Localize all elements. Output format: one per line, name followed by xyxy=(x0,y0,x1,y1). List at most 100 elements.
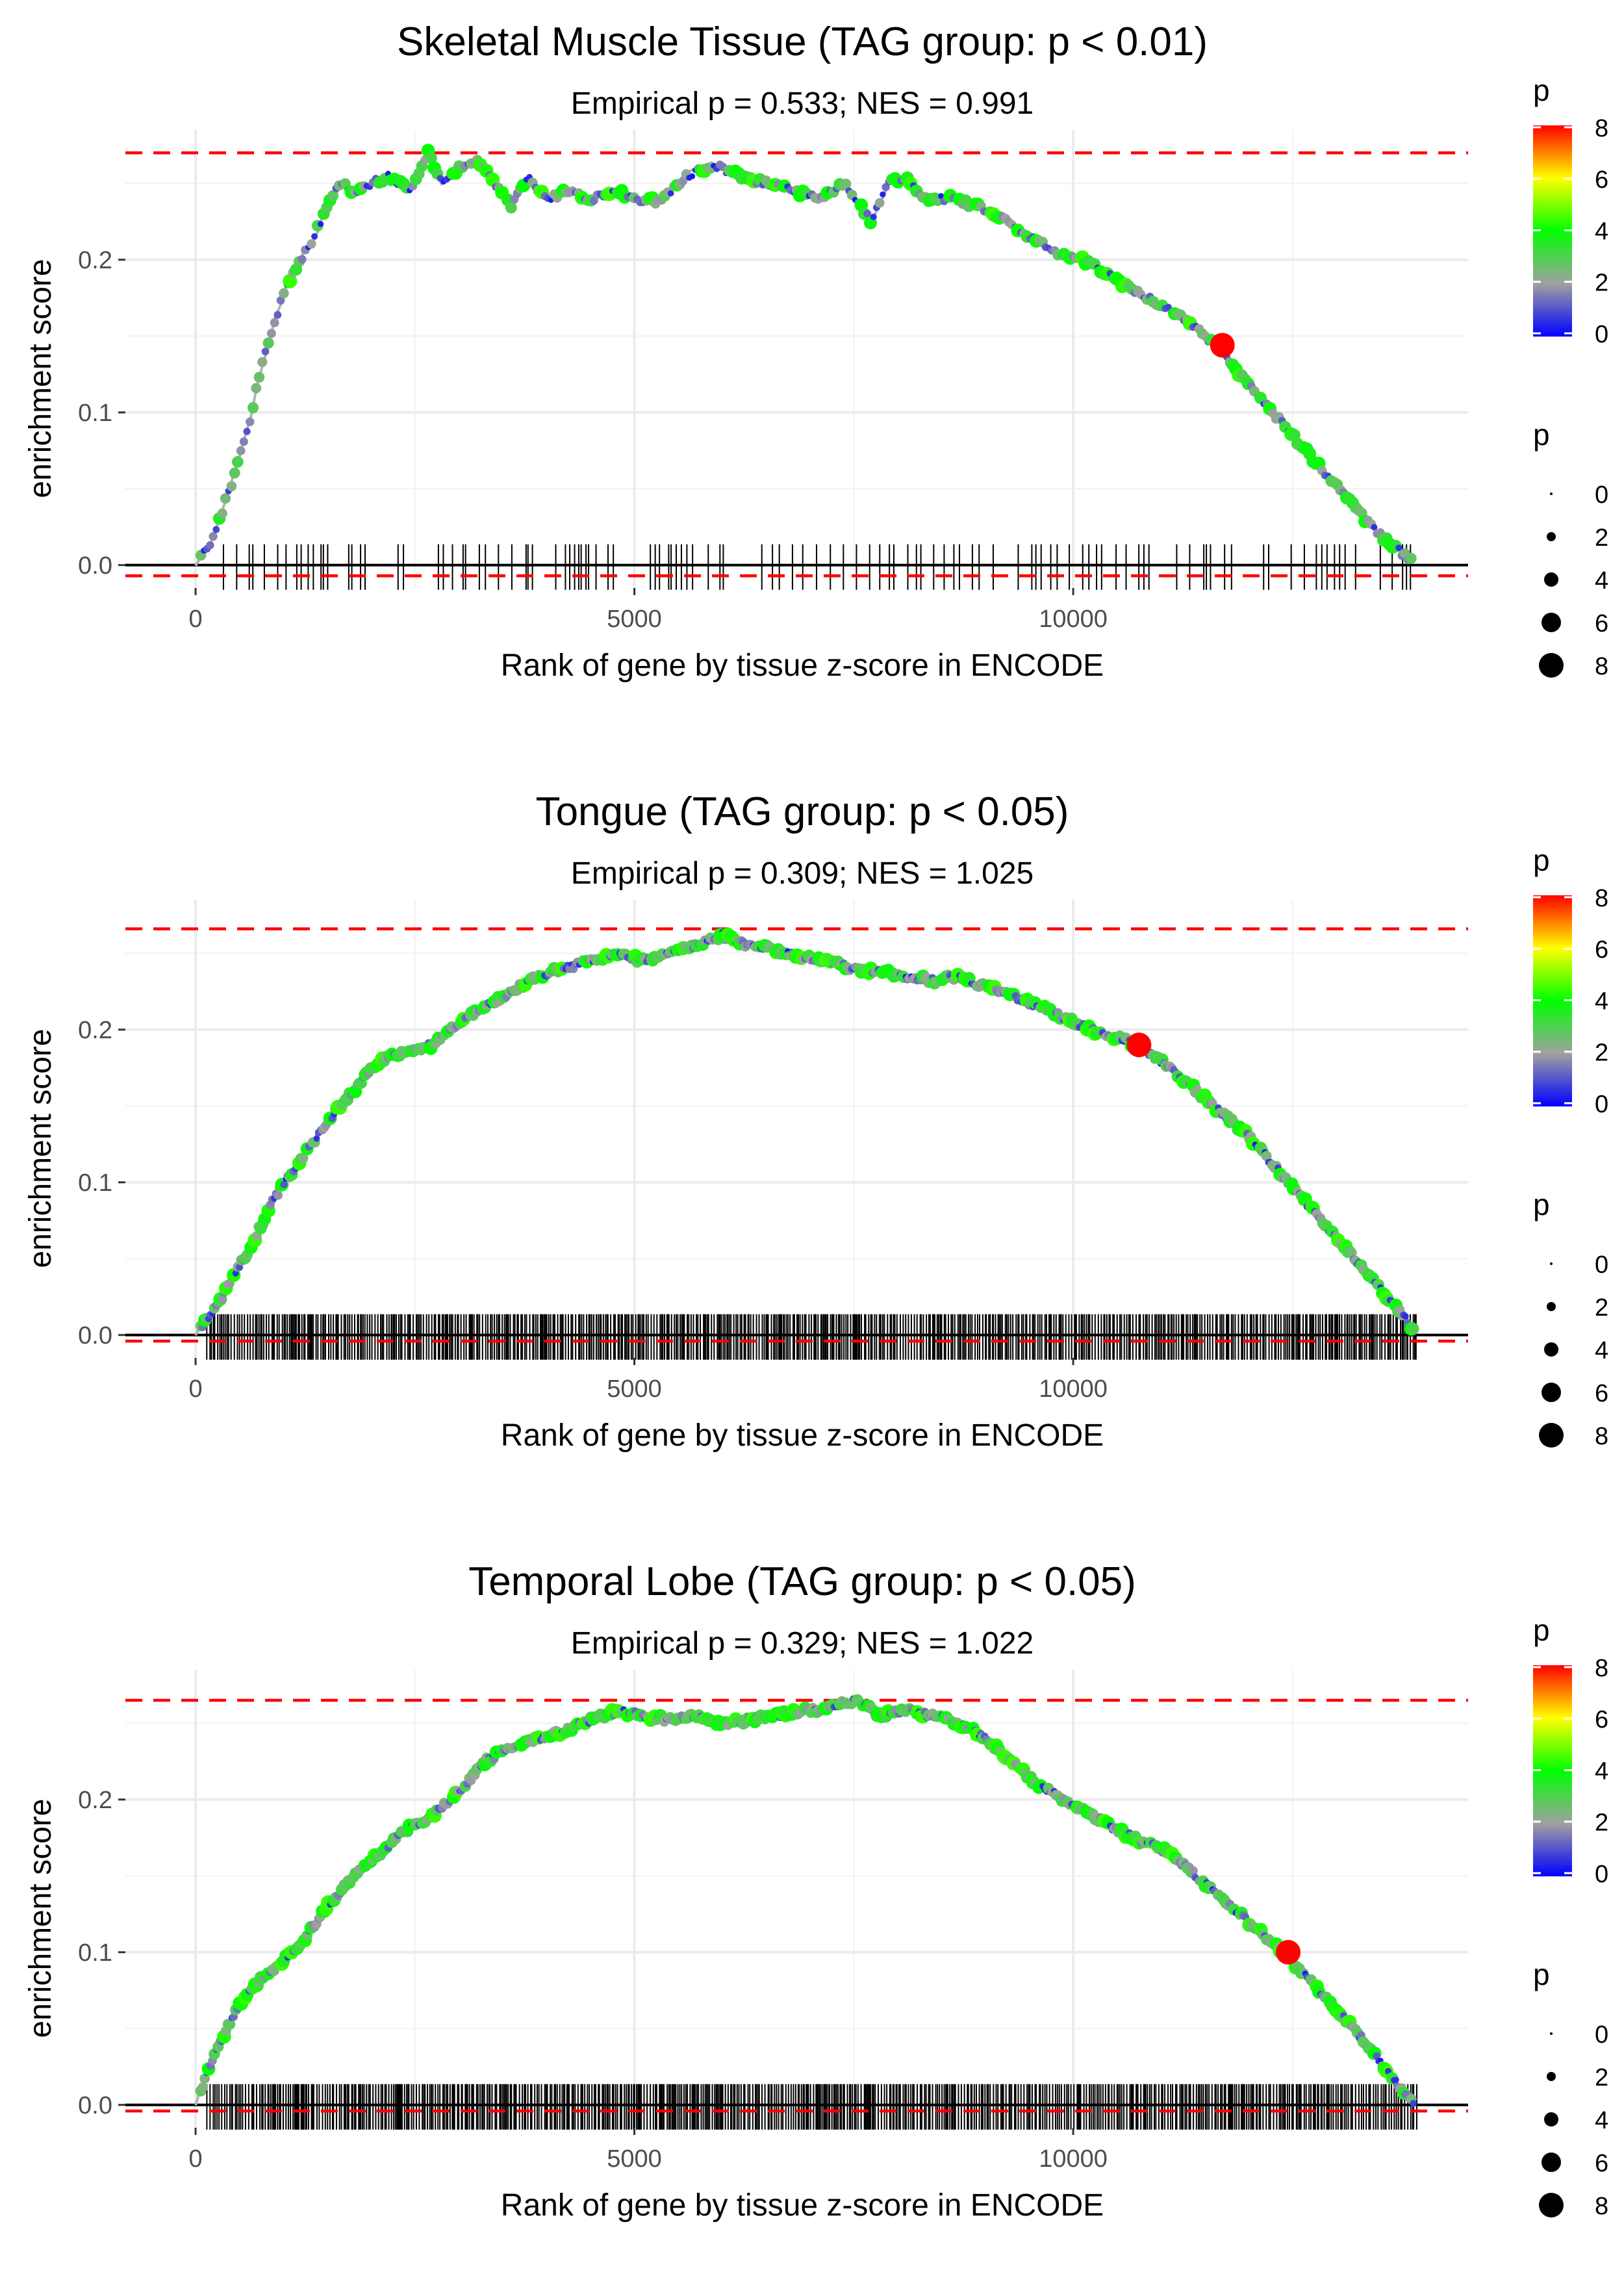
color-bar-label: 4 xyxy=(1595,218,1608,245)
curve-point xyxy=(239,437,248,446)
size-legend-title: p xyxy=(1533,1958,1550,1991)
curve-points xyxy=(195,927,1419,1336)
highlight-point xyxy=(1126,1032,1152,1058)
enrichment-curve xyxy=(194,932,1415,1336)
curve-point xyxy=(1407,1323,1419,1335)
curve-point xyxy=(1261,1151,1272,1162)
x-tick-label: 0 xyxy=(189,1375,203,1403)
highlight-point xyxy=(1210,333,1235,358)
curve-point xyxy=(1188,1866,1198,1876)
y-tick-label: 0.1 xyxy=(78,1939,112,1967)
curve-point xyxy=(273,311,282,319)
curve-point xyxy=(251,383,262,394)
x-axis-label: Rank of gene by tissue z-score in ENCODE xyxy=(501,2188,1104,2223)
size-legend-dot xyxy=(1547,532,1556,541)
size-legend-label: 6 xyxy=(1595,2150,1608,2177)
size-legend-dot xyxy=(1542,1383,1561,1402)
y-tick-label: 0.0 xyxy=(78,2092,112,2119)
size-legend-label: 8 xyxy=(1595,653,1608,680)
size-legend-label: 2 xyxy=(1595,2064,1608,2091)
size-legend-label: 8 xyxy=(1595,2193,1608,2220)
size-legend-dot xyxy=(1550,1262,1553,1265)
x-tick-label: 0 xyxy=(189,2145,203,2173)
curve-point xyxy=(1371,524,1378,531)
size-legend-label: 2 xyxy=(1595,1294,1608,1322)
y-axis-label: enrichment score xyxy=(23,1798,58,2038)
curve-point xyxy=(209,531,218,541)
curve-point xyxy=(1395,544,1402,552)
curve-point xyxy=(276,296,285,305)
curve-point xyxy=(273,1190,283,1200)
y-axis-label: enrichment score xyxy=(23,259,58,498)
curve-point xyxy=(262,337,274,349)
curve-point xyxy=(232,1270,239,1277)
curve-point xyxy=(280,1181,288,1188)
size-legend-label: 6 xyxy=(1595,1380,1608,1407)
size-legend-label: 0 xyxy=(1595,1251,1608,1279)
chart-panel-3: Temporal Lobe (TAG group: p < 0.05) Empir… xyxy=(23,1559,1608,2223)
curve-point xyxy=(236,446,246,455)
color-bar-label: 0 xyxy=(1595,321,1608,348)
curve-point xyxy=(298,255,307,264)
size-legend-dot xyxy=(1539,1423,1564,1448)
size-legend-dot xyxy=(1539,2193,1564,2217)
curve-point xyxy=(1410,2100,1417,2107)
chart-subtitle: Empirical p = 0.309; NES = 1.025 xyxy=(571,856,1034,891)
curve-point xyxy=(1405,552,1417,564)
color-bar-label: 6 xyxy=(1595,166,1608,194)
color-bar-label: 6 xyxy=(1595,936,1608,964)
chart-panel-2: Tongue (TAG group: p < 0.05) Empirical p … xyxy=(23,789,1608,1453)
curve-point xyxy=(318,221,324,227)
curve-point xyxy=(224,2019,236,2030)
chart-title: Skeletal Muscle Tissue (TAG group: p < 0… xyxy=(397,19,1208,64)
curve-point xyxy=(236,1264,244,1271)
size-legend-label: 4 xyxy=(1595,567,1608,594)
x-tick-label: 0 xyxy=(189,606,203,633)
curve-point xyxy=(938,193,945,199)
curve-point xyxy=(1392,2076,1399,2084)
x-axis-label: Rank of gene by tissue z-score in ENCODE xyxy=(501,648,1104,683)
curve-point xyxy=(212,526,220,533)
size-legend-title: p xyxy=(1533,418,1550,452)
curve-point xyxy=(327,190,339,201)
chart-subtitle: Empirical p = 0.329; NES = 1.022 xyxy=(571,1626,1034,1661)
curve-point xyxy=(425,152,437,164)
y-axis-label: enrichment score xyxy=(23,1028,58,1268)
y-tick-label: 0.2 xyxy=(78,1787,112,1814)
x-tick-label: 5000 xyxy=(607,2145,662,2173)
size-legend-label: 8 xyxy=(1595,1423,1608,1450)
curve-point xyxy=(689,173,696,179)
chart-panel-1: Skeletal Muscle Tissue (TAG group: p < 0… xyxy=(23,19,1608,683)
x-axis-label: Rank of gene by tissue z-score in ENCODE xyxy=(501,1418,1104,1453)
y-tick-label: 0.0 xyxy=(78,552,112,580)
curve-point xyxy=(311,233,318,240)
y-tick-label: 0.1 xyxy=(78,1169,112,1197)
size-legend-label: 2 xyxy=(1595,524,1608,552)
curve-point xyxy=(220,493,231,504)
size-legend-dot xyxy=(1542,613,1561,632)
color-bar-label: 4 xyxy=(1595,1757,1608,1785)
curve-point xyxy=(870,213,877,220)
curve-point xyxy=(257,357,268,367)
curve-point xyxy=(261,348,270,355)
size-legend-dot xyxy=(1547,2072,1556,2081)
x-tick-label: 10000 xyxy=(1039,2145,1108,2173)
gene-hit-ticks xyxy=(206,2084,1417,2130)
color-legend-title: p xyxy=(1533,843,1550,877)
highlight-point xyxy=(1276,1939,1301,1965)
x-tick-label: 5000 xyxy=(607,1375,662,1403)
size-legend-dot xyxy=(1550,2032,1553,2035)
color-bar-label: 2 xyxy=(1595,1809,1608,1837)
size-legend-dot xyxy=(1544,572,1558,587)
size-legend-dot xyxy=(1544,2112,1558,2127)
y-tick-label: 0.2 xyxy=(78,1017,112,1044)
curve-point xyxy=(243,428,251,435)
curve-point xyxy=(217,1295,227,1305)
color-bar-label: 8 xyxy=(1595,1655,1608,1682)
color-bar-label: 2 xyxy=(1595,270,1608,297)
size-legend-dot xyxy=(1550,492,1553,495)
curve-point xyxy=(1346,1247,1357,1258)
legend: p 8 6 4 2 0 p 0 2 4 6 8 xyxy=(1533,843,1608,1450)
curve-point xyxy=(229,467,240,479)
curve-point xyxy=(232,456,244,468)
